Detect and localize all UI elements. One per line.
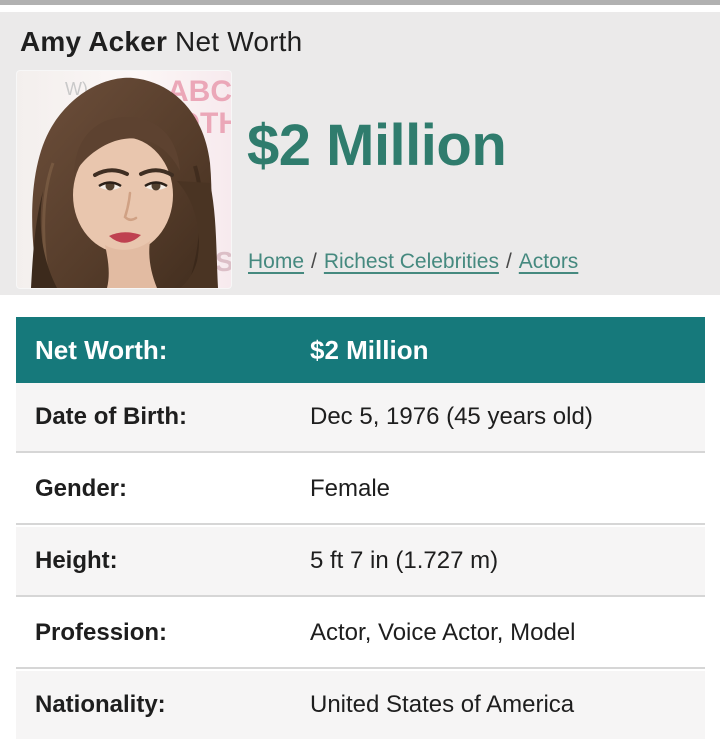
row-value: United States of America <box>310 691 575 718</box>
row-label: Height: <box>35 547 118 574</box>
fringe <box>74 117 180 175</box>
table-row-height: Height: 5 ft 7 in (1.727 m) <box>16 527 705 595</box>
lashline-right <box>144 181 168 188</box>
row-divider <box>16 451 705 455</box>
row-label: Profession: <box>35 619 168 646</box>
breadcrumb-link-actors[interactable]: Actors <box>518 250 579 273</box>
breadcrumb-separator: / <box>505 250 512 273</box>
photo-watermark-side: S <box>215 246 231 277</box>
info-table: Net Worth: $2 Million Date of Birth: Dec… <box>16 317 705 739</box>
lips <box>109 232 141 243</box>
row-label: Nationality: <box>35 691 166 718</box>
row-value: Dec 5, 1976 (45 years old) <box>310 403 593 430</box>
top-strip <box>0 0 720 5</box>
table-header-row: Net Worth: $2 Million <box>16 317 705 383</box>
row-value: 5 ft 7 in (1.727 m) <box>310 547 499 574</box>
table-row-profession: Profession: Actor, Voice Actor, Model <box>16 599 705 667</box>
row-value: Actor, Voice Actor, Model <box>310 619 576 646</box>
row-label: Gender: <box>35 475 128 502</box>
celebrity-photo: W) ABC NOTH S <box>17 71 231 288</box>
table-row-gender: Gender: Female <box>16 455 705 523</box>
hero-section: Amy Acker Net Worth W) <box>0 12 720 295</box>
face <box>73 137 173 253</box>
hair-shoulder-right <box>177 181 218 288</box>
lashline-left <box>98 181 122 188</box>
table-header-value: $2 Million <box>310 334 429 365</box>
table-row-date-of-birth: Date of Birth: Dec 5, 1976 (45 years old… <box>16 383 705 451</box>
row-divider <box>16 523 705 527</box>
row-label: Date of Birth: <box>35 403 187 430</box>
page-title: Amy Acker Net Worth <box>20 26 302 58</box>
nose <box>123 191 138 221</box>
table-row-nationality: Nationality: United States of America <box>16 671 705 739</box>
row-divider <box>16 595 705 599</box>
portrait-illustration: W) ABC NOTH S <box>17 71 231 288</box>
page-title-suffix: Net Worth <box>167 26 303 57</box>
row-divider <box>16 667 705 671</box>
breadcrumb: Home / Richest Celebrities / Actors <box>248 250 578 274</box>
breadcrumb-link-richest-celebrities[interactable]: Richest Celebrities <box>323 250 499 273</box>
neck <box>105 241 157 288</box>
table-header-label: Net Worth: <box>35 334 168 365</box>
hair-shoulder-left <box>31 191 57 288</box>
eyebrow-right <box>139 168 174 177</box>
breadcrumb-separator: / <box>311 250 317 273</box>
breadcrumb-link-home[interactable]: Home <box>248 250 305 273</box>
net-worth-headline: $2 Million <box>247 113 507 178</box>
page-title-name: Amy Acker <box>20 26 168 57</box>
row-value: Female <box>310 475 391 502</box>
eyebrow-left <box>93 168 129 177</box>
